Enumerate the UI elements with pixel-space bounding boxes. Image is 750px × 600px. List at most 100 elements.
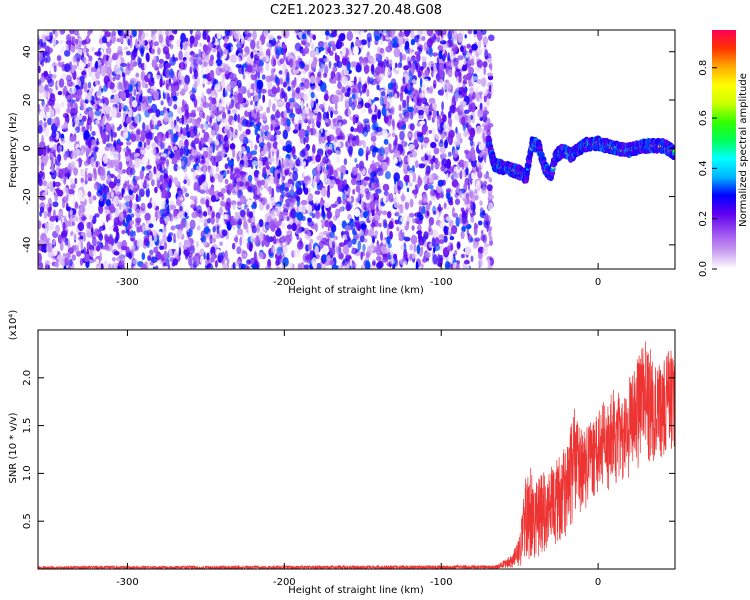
spectrogram-cell xyxy=(139,147,146,155)
spectrogram-cell xyxy=(219,143,224,150)
spectrogram-cell xyxy=(316,235,323,241)
spectrogram-cell xyxy=(294,94,300,100)
spectrogram-cell xyxy=(53,65,57,73)
spectrogram-cell xyxy=(265,266,272,269)
spectrogram-cell xyxy=(364,227,369,237)
spectrogram-cell xyxy=(336,155,340,164)
spectrogram-cell xyxy=(183,82,189,93)
spectrogram-cell xyxy=(106,174,111,182)
spectrogram-cell xyxy=(378,147,385,157)
spectrogram-cell xyxy=(409,123,415,131)
spectrogram-cell xyxy=(114,165,120,172)
spectrogram-cell xyxy=(149,131,153,140)
spectrogram-cell xyxy=(437,45,444,51)
spectrogram-cell xyxy=(208,217,211,223)
spectrogram-cell xyxy=(145,32,149,38)
spectrogram-cell xyxy=(352,221,357,228)
spectrogram-cell xyxy=(196,258,200,267)
spectrogram-cell xyxy=(312,261,318,269)
spectrogram-cell xyxy=(306,125,311,134)
spectrogram-cell xyxy=(421,193,428,204)
spectrogram-cell xyxy=(470,237,474,243)
spectrogram-cell xyxy=(365,146,369,157)
spectrogram-cell xyxy=(112,52,119,61)
spectrogram-cell xyxy=(43,70,48,78)
spectrogram-cell xyxy=(487,258,491,267)
spectrogram-cell xyxy=(442,30,447,36)
spectrogram-cell xyxy=(179,205,183,212)
spectrogram-cell xyxy=(104,209,111,215)
spectrogram-cell xyxy=(271,151,275,157)
spectrogram-cell xyxy=(72,129,77,134)
spectrogram-cell xyxy=(47,47,50,57)
spectrogram-cell xyxy=(61,73,67,80)
spectrogram-cell xyxy=(403,216,407,227)
spectrogram-cell xyxy=(47,78,55,88)
spectrogram-cell xyxy=(299,150,306,158)
spectrogram-cell xyxy=(367,245,372,253)
spectrogram-cell xyxy=(173,104,178,110)
spectrogram-cell xyxy=(334,30,338,34)
spectrogram-cell xyxy=(276,130,282,136)
spectrogram-cell xyxy=(488,177,493,183)
spectrogram-cell xyxy=(460,230,465,240)
spectrogram-cell xyxy=(268,185,272,195)
spectrogram-cell xyxy=(292,170,299,182)
spectrogram-cell xyxy=(391,132,396,138)
spectrogram-cell xyxy=(380,62,384,68)
spectrogram-cell xyxy=(483,180,488,186)
spectrogram-cell xyxy=(329,40,335,46)
spectrogram-cell xyxy=(100,166,106,176)
spectrogram-cell xyxy=(41,171,46,180)
spectrogram-cell xyxy=(127,38,130,46)
spectrogram-cell xyxy=(57,146,61,154)
spectrogram-cell xyxy=(324,219,329,228)
spectrogram-cell xyxy=(464,109,470,115)
spectrogram-cell xyxy=(295,115,299,120)
spectrogram-cell xyxy=(311,213,316,219)
spectrogram-cell xyxy=(341,119,348,125)
spectrogram-cell xyxy=(380,168,384,176)
spectrogram-cell xyxy=(454,198,461,205)
spectrogram-cell xyxy=(289,194,296,204)
spectrogram-cell xyxy=(311,152,315,160)
spectrogram-cell xyxy=(282,246,288,254)
spectrogram-cell xyxy=(455,186,460,193)
spectrogram-cell xyxy=(190,112,197,118)
spectrogram-cell xyxy=(158,58,164,64)
spectrogram-cell xyxy=(215,217,219,224)
spectrogram-cell xyxy=(181,75,185,86)
spectrogram-cell xyxy=(408,133,412,138)
spectrogram-cell xyxy=(223,214,228,220)
spectrogram-cell xyxy=(368,77,374,84)
spectrogram-cell xyxy=(138,30,143,37)
spectrogram-cell xyxy=(225,139,230,148)
spectrogram-cell xyxy=(407,81,411,92)
spectrogram-cell xyxy=(108,181,116,189)
spectrogram-cell xyxy=(464,246,472,255)
spectrogram-cell xyxy=(465,166,469,176)
spectrogram-cell xyxy=(75,134,80,142)
spectrogram-cell xyxy=(398,36,404,46)
spectrogram-cell xyxy=(439,215,445,223)
spectrogram-cell xyxy=(379,47,384,54)
spectrogram-cell xyxy=(128,208,132,214)
spectrogram-cell xyxy=(66,79,73,87)
spectrogram-cell xyxy=(118,211,124,222)
spectrogram-cell xyxy=(482,36,488,46)
spectrogram-cell xyxy=(295,229,299,235)
spectrogram-cell xyxy=(431,237,436,247)
spectrogram-cell xyxy=(309,75,315,84)
spectrogram-cell xyxy=(69,101,73,109)
spectrogram-cell xyxy=(452,171,456,179)
spectrogram-cell xyxy=(85,138,92,146)
spectrogram-cell xyxy=(428,224,432,233)
spectrogram-cell xyxy=(198,110,205,118)
spectrogram-cell xyxy=(211,161,217,166)
spectrogram-cell xyxy=(363,118,370,124)
spectrogram-cell xyxy=(299,60,305,70)
spectrogram-cell xyxy=(470,255,474,263)
spectrogram-cell xyxy=(466,43,472,49)
spectrogram-cell xyxy=(416,34,420,39)
spectrogram-cell xyxy=(314,190,321,195)
